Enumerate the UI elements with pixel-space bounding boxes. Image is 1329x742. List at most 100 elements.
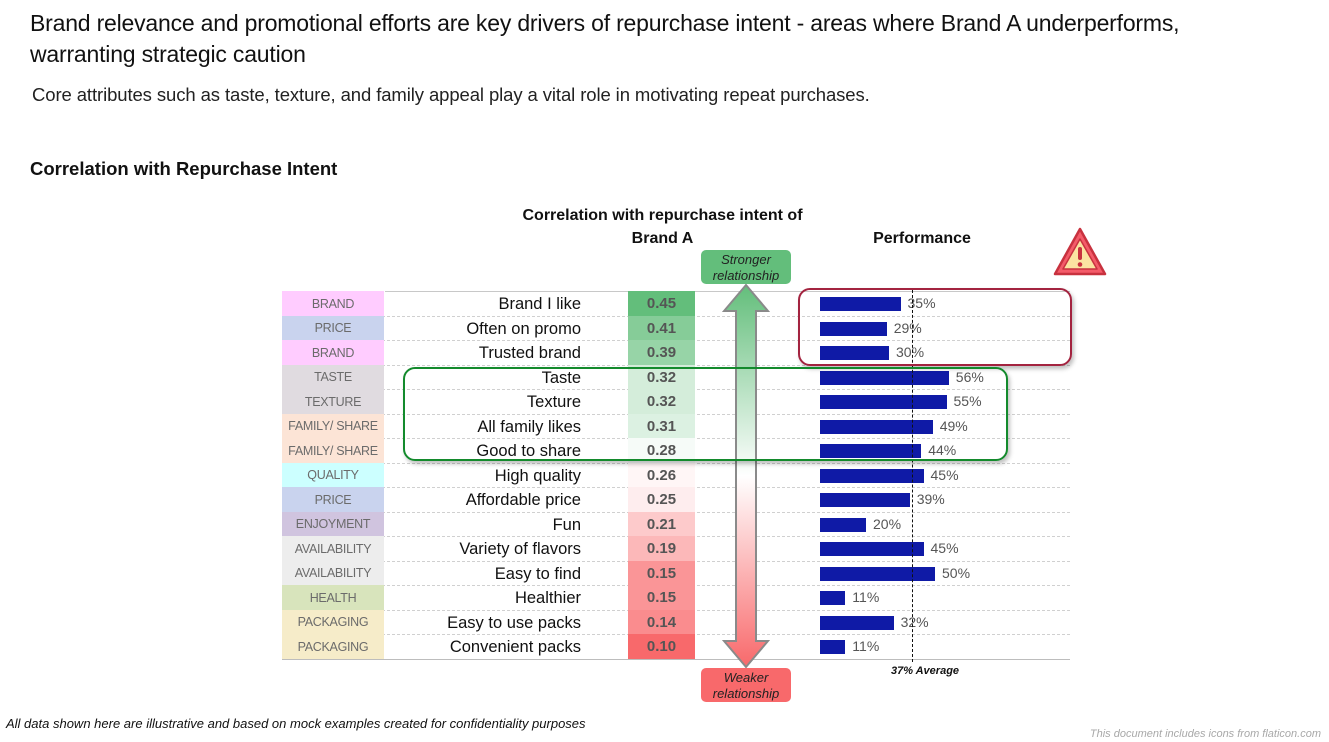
correlation-value: 0.14 [628,609,695,635]
category-tag: AVAILABILITY [282,560,384,586]
table-row: HEALTH Healthier 0.15 11% [282,585,1070,611]
performance-value-label: 45% [930,466,959,483]
stronger-relationship-label: Stronger relationship [701,250,791,284]
performance-value-label: 55% [953,393,982,409]
performance-column-header: Performance [873,230,971,247]
warning-triangle-icon [1053,227,1107,276]
correlation-value: 0.10 [628,634,695,659]
attribute-label: Easy to use packs [447,613,581,632]
attribute-label: Easy to find [494,564,581,583]
performance-bar [820,444,922,458]
performance-bar [820,419,933,434]
category-tag: ENJOYMENT [282,511,384,537]
category-tag: FAMILY/ SHARE [282,413,384,439]
table-row: PACKAGING Easy to use packs 0.14 32% [282,609,1070,635]
slide-subtitle: Core attributes such as taste, texture, … [32,84,870,105]
core-attributes-highlight-box [403,367,1008,461]
correlation-value: 0.45 [628,291,695,316]
slide-title: Brand relevance and promotional efforts … [30,10,1180,67]
attribute-label: Trusted brand [478,344,581,362]
double-arrow-icon [722,283,770,669]
weaker-relationship-label: Weaker relationship [701,668,791,702]
category-tag: TASTE [282,364,384,390]
category-tag: FAMILY/ SHARE [282,438,384,463]
average-label: 37% Average [890,665,960,677]
table-row: FAMILY/ SHARE Good to share 0.28 44% [282,438,1070,464]
category-tag: HEALTH [282,585,384,610]
correlation-table: BRAND Brand I like 0.45 35% PRICE Often on pr… [282,291,1070,660]
performance-value-label: 20% [873,515,902,532]
average-reference-line [912,290,913,662]
performance-bar [820,517,866,532]
category-tag: BRAND [282,340,384,365]
attribute-label: Convenient packs [449,638,581,656]
correlation-value: 0.31 [628,413,695,439]
correlation-value: 0.19 [628,536,695,561]
attribute-label: Healthier [514,589,581,607]
performance-value-label: 39% [916,491,945,507]
attribute-label: Fun [552,515,581,534]
section-title: Correlation with Repurchase Intent [30,158,338,179]
table-row: BRAND Brand I like 0.45 35% [282,291,1070,317]
correlation-column-header: Correlation with repurchase intent of Br… [522,207,803,247]
performance-bar [820,468,924,483]
correlation-value: 0.41 [628,315,695,341]
category-tag: QUALITY [282,462,384,488]
attribute-label: Affordable price [465,491,581,509]
attribute-label: All family likes [477,417,581,436]
category-tag: PACKAGING [282,634,384,659]
category-tag: PRICE [282,315,384,341]
attribute-label: Texture [526,393,581,411]
performance-bar [820,395,947,409]
attribute-label: Often on promo [466,319,581,338]
category-tag: PRICE [282,487,384,512]
attribute-label: Brand I like [498,295,581,313]
performance-value-label: 29% [893,319,922,336]
table-row: ENJOYMENT Fun 0.21 20% [282,511,1070,537]
table-row: PRICE Affordable price 0.25 39% [282,487,1070,513]
performance-bar [820,346,889,360]
performance-bar [820,640,846,654]
attribute-label: Variety of flavors [459,540,581,558]
correlation-value: 0.25 [628,487,695,512]
performance-bar [820,566,935,581]
attribute-label: High quality [494,466,581,485]
category-tag: TEXTURE [282,389,384,414]
performance-bar [820,493,910,507]
performance-bar [820,542,924,556]
correlation-value: 0.15 [628,560,695,586]
performance-bar [820,615,894,630]
confidentiality-footnote: All data shown here are illustrative and… [6,716,586,731]
table-top-rule [385,291,1070,292]
performance-value-label: 32% [900,613,929,630]
correlation-value: 0.15 [628,585,695,610]
table-row: PACKAGING Convenient packs 0.10 11% [282,634,1070,660]
performance-value-label: 30% [896,344,925,360]
category-tag: PACKAGING [282,609,384,635]
table-row: QUALITY High quality 0.26 45% [282,462,1070,488]
performance-bar [820,321,887,336]
performance-value-label: 11% [852,638,880,654]
correlation-value: 0.21 [628,511,695,537]
performance-bar [820,370,949,385]
icon-credit: This document includes icons from flatic… [1089,728,1321,740]
attribute-label: Good to share [476,442,581,460]
correlation-value: 0.32 [628,389,695,414]
table-row: AVAILABILITY Easy to find 0.15 50% [282,560,1070,586]
performance-value-label: 11% [852,589,880,605]
table-row: PRICE Often on promo 0.41 29% [282,315,1070,341]
attribute-label: Taste [541,368,581,387]
performance-bar [820,591,846,605]
category-tag: BRAND [282,291,384,316]
performance-value-label: 44% [928,442,957,458]
performance-value-label: 50% [942,564,971,581]
performance-value-label: 45% [930,540,959,556]
underperforming-highlight-box [798,288,1072,366]
performance-value-label: 49% [939,417,968,434]
category-tag: AVAILABILITY [282,536,384,561]
table-row: AVAILABILITY Variety of flavors 0.19 45% [282,536,1070,562]
table-row: BRAND Trusted brand 0.39 30% [282,340,1070,366]
performance-value-label: 35% [907,295,936,311]
correlation-value: 0.26 [628,462,695,488]
correlation-value: 0.28 [628,438,695,463]
